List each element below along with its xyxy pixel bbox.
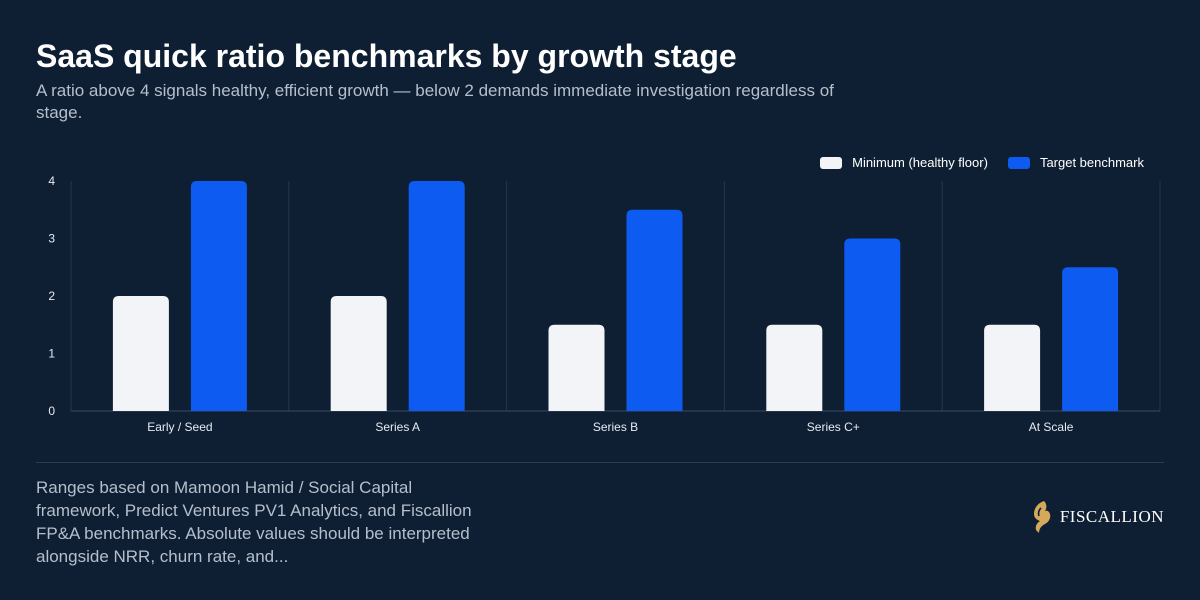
footnote: Ranges based on Mamoon Hamid / Social Ca…: [36, 478, 472, 566]
bar-target: [190, 181, 247, 411]
y-tick-label: 3: [48, 232, 55, 246]
brand: FISCALLION: [1030, 500, 1164, 534]
x-tick-label: Series B: [593, 420, 638, 434]
bar-target: [408, 181, 465, 411]
bar-minimum: [548, 324, 605, 411]
chart-title: SaaS quick ratio benchmarks by growth st…: [36, 38, 737, 74]
legend-label-minimum: Minimum (healthy floor): [852, 155, 988, 170]
bar-target: [844, 238, 901, 411]
chart-subtitle: A ratio above 4 signals healthy, efficie…: [36, 81, 834, 122]
bar-minimum: [330, 296, 387, 411]
horse-head-logo-icon: [1033, 501, 1051, 533]
x-tick-label: Early / Seed: [147, 420, 212, 434]
legend-swatch-target: [1007, 156, 1030, 169]
bar-target: [626, 209, 683, 411]
bar-minimum: [984, 324, 1041, 411]
legend-swatch-minimum: [820, 156, 843, 169]
brand-name: FISCALLION: [1059, 507, 1164, 526]
y-tick-label: 2: [48, 289, 55, 303]
x-tick-label: At Scale: [1029, 420, 1074, 434]
x-tick-label: Series C+: [807, 420, 860, 434]
legend-item-minimum: Minimum (healthy floor): [820, 155, 988, 170]
bar-minimum: [766, 324, 823, 411]
y-tick-label: 1: [48, 347, 55, 361]
bar-chart: 0 1 2 3 4 Early / Seed Series A Series B Series …: [48, 174, 1161, 434]
x-tick-label: Series A: [375, 420, 420, 434]
chart-legend: Minimum (healthy floor) Target benchmark: [820, 155, 1144, 170]
y-tick-label: 4: [48, 174, 55, 188]
footer-divider: [36, 462, 1164, 463]
bar-minimum: [112, 296, 169, 411]
legend-label-target: Target benchmark: [1039, 155, 1144, 170]
bar-target: [1062, 267, 1119, 411]
legend-item-target: Target benchmark: [1007, 155, 1144, 170]
y-tick-label: 0: [48, 404, 55, 418]
